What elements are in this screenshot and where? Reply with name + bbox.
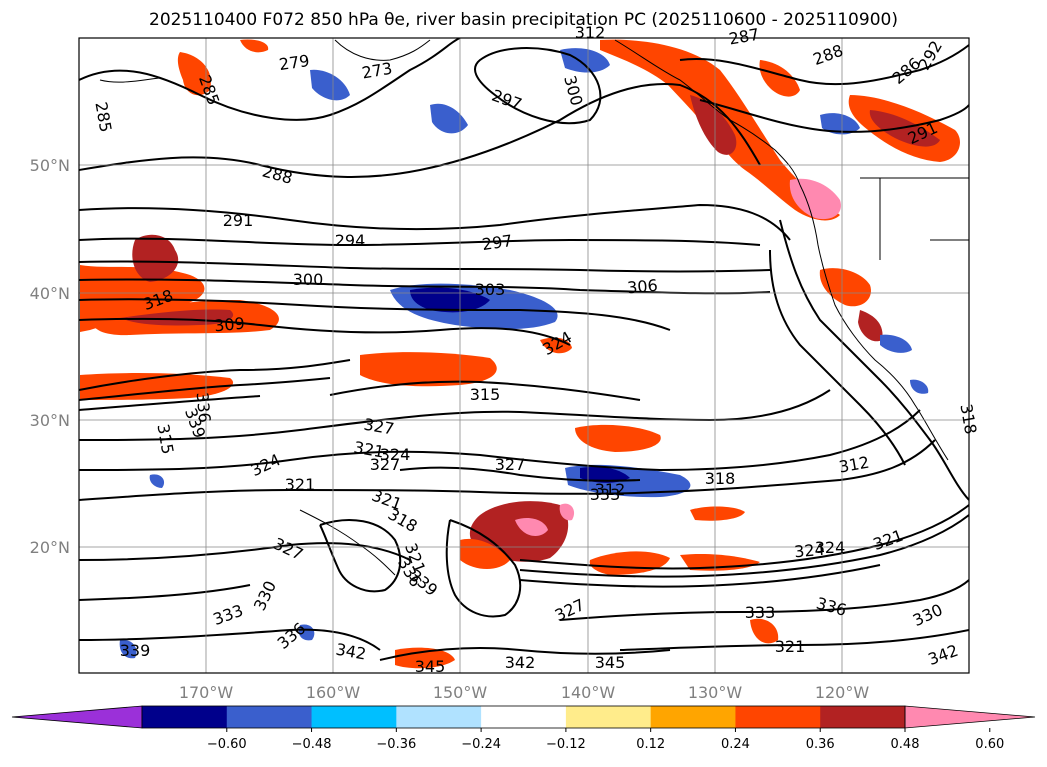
contour-label: 324 xyxy=(793,540,825,562)
colorbar-tick-label: 0.24 xyxy=(721,737,750,752)
contour-label: 345 xyxy=(415,657,446,676)
colorbar-tick-label: −0.36 xyxy=(376,737,416,752)
colorbar-segment xyxy=(226,706,313,728)
map-title: 2025110400 F072 850 hPa θe, river basin … xyxy=(149,10,898,30)
contour-label: 300 xyxy=(293,270,324,289)
lon-axis: 170°W 160°W 150°W 140°W 130°W 120°W xyxy=(179,683,870,702)
contour-label: 333 xyxy=(590,485,621,504)
contour-label: 315 xyxy=(470,385,501,404)
colorbar-ticks: −0.60 −0.48 −0.36 −0.24 −0.12 0.12 0.24 0.36 0.4… xyxy=(207,728,1004,752)
colorbar-segment xyxy=(311,706,397,728)
contour-label: 333 xyxy=(745,603,776,622)
colorbar-outline xyxy=(141,705,906,729)
contour-label: 297 xyxy=(481,231,514,254)
colorbar-segment xyxy=(820,706,906,728)
colorbar-segment xyxy=(650,706,736,728)
colorbar-segment xyxy=(396,706,482,728)
precip-shading xyxy=(80,39,960,669)
contour-label: 309 xyxy=(213,314,245,336)
lat-tick-label: 50°N xyxy=(30,156,70,175)
lat-axis: 50°N 40°N 30°N 20°N xyxy=(30,156,70,557)
contour-label: 318 xyxy=(705,469,736,488)
contour-label: 321 xyxy=(775,637,806,656)
lon-tick-label: 120°W xyxy=(815,683,870,702)
contour-label: 312 xyxy=(595,480,626,499)
graticule xyxy=(79,38,969,673)
contour-label: 327 xyxy=(370,455,401,474)
contour-label: 306 xyxy=(626,276,658,298)
contour-label: 321 xyxy=(285,475,316,494)
colorbar-tick-label: 0.48 xyxy=(891,737,920,752)
contour-label: 294 xyxy=(335,231,366,250)
lon-tick-label: 140°W xyxy=(561,683,616,702)
colorbar-tick-label: −0.24 xyxy=(461,737,501,752)
contour-label: 291 xyxy=(223,211,254,230)
colorbar-extend-high xyxy=(904,705,1036,729)
colorbar: −0.60 −0.48 −0.36 −0.24 −0.12 0.12 0.24 0.36 0.4… xyxy=(11,705,1036,752)
colorbar-tick-label: 0.12 xyxy=(636,737,665,752)
colorbar-segment xyxy=(481,706,567,728)
contour-label: 345 xyxy=(595,653,626,672)
colorbar-segment xyxy=(735,706,821,728)
colorbar-segments xyxy=(11,705,1036,729)
colorbar-extend-low xyxy=(11,705,143,729)
colorbar-segment xyxy=(565,706,652,728)
contour-label: 327 xyxy=(495,455,526,474)
contour-label: 324 xyxy=(815,538,846,557)
lat-tick-label: 20°N xyxy=(30,538,70,557)
theta-e-contours xyxy=(79,38,969,661)
lon-tick-label: 150°W xyxy=(433,683,488,702)
colorbar-tick-label: −0.60 xyxy=(207,737,247,752)
contour-label: 336 xyxy=(193,391,215,423)
contour-label: 324 xyxy=(380,445,411,464)
colorbar-segment xyxy=(142,706,228,728)
map-background xyxy=(79,38,969,673)
lon-tick-label: 170°W xyxy=(179,683,234,702)
lon-tick-label: 160°W xyxy=(306,683,361,702)
coastlines xyxy=(99,39,969,576)
lat-tick-label: 40°N xyxy=(30,284,70,303)
colorbar-tick-label: −0.12 xyxy=(546,737,586,752)
colorbar-tick-label: 0.36 xyxy=(806,737,835,752)
contour-label: 279 xyxy=(278,51,311,74)
colorbar-tick-label: −0.48 xyxy=(292,737,332,752)
map-frame xyxy=(78,37,970,674)
contour-label: 312 xyxy=(575,23,606,42)
lat-tick-label: 30°N xyxy=(30,411,70,430)
colorbar-tick-label: 0.60 xyxy=(975,737,1004,752)
map-plot-area xyxy=(79,38,969,673)
contour-label: 342 xyxy=(505,653,536,672)
contour-label: 303 xyxy=(475,280,506,299)
contour-label: 339 xyxy=(120,641,151,660)
lon-tick-label: 130°W xyxy=(688,683,743,702)
